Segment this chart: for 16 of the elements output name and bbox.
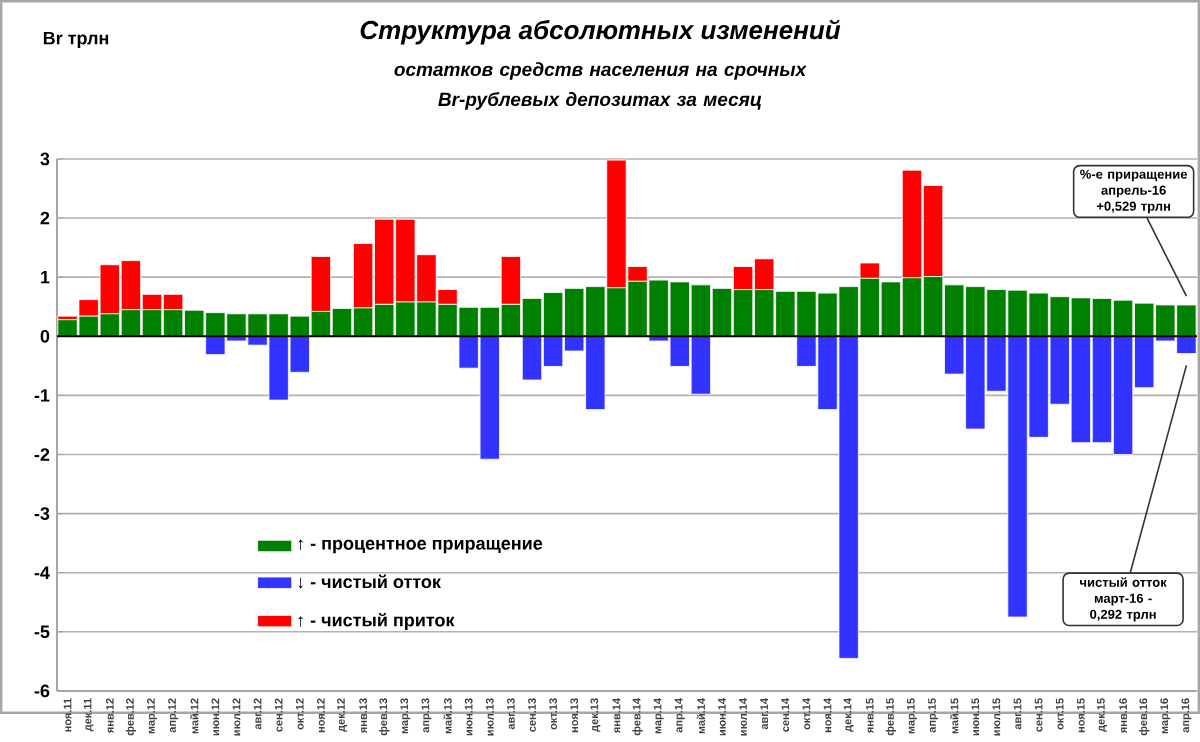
y-tick-label: -2 bbox=[34, 447, 50, 461]
y-tick-label: 3 bbox=[40, 152, 50, 165]
y-tick-label: -3 bbox=[34, 506, 50, 520]
y-tick-label: -1 bbox=[34, 388, 50, 402]
y-tick-label: 0 bbox=[40, 329, 50, 343]
text: Br трлн bbox=[43, 31, 109, 48]
y-tick-label: -4 bbox=[34, 566, 50, 579]
legend-label: ↑ - процентное приращение bbox=[298, 538, 543, 553]
y-tick-label: 2 bbox=[40, 211, 50, 224]
y-tick-label: 1 bbox=[41, 270, 50, 283]
legend-label: ↓ - чистый отток bbox=[298, 574, 441, 589]
legend-label: ↑ - чистый приток bbox=[298, 612, 455, 630]
y-tick-label: -6 bbox=[34, 684, 50, 697]
chart-title: Структура абсолютных изменений bbox=[360, 19, 841, 45]
y-tick-label: -5 bbox=[34, 625, 50, 638]
chart-subtitle: остатков средств населения на срочных Br-рублевых депозитах за месяц bbox=[394, 61, 807, 110]
